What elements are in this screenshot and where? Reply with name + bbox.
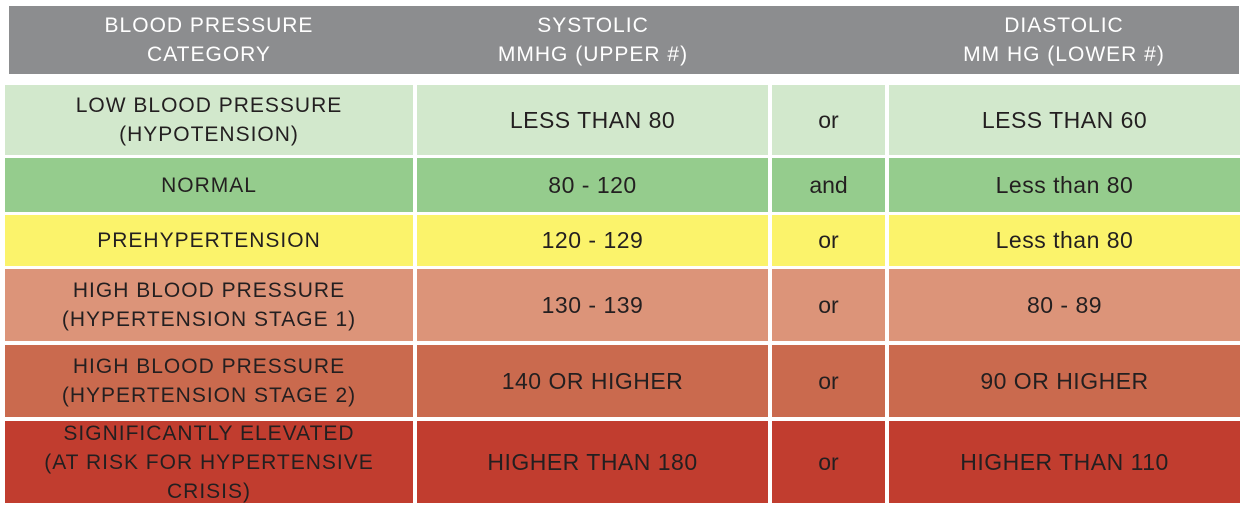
table-row: NORMAL 80 - 120 and Less than 80 [0,158,1249,212]
category-cell: SIGNIFICANTLY ELEVATED (AT RISK FOR HYPE… [5,421,413,503]
category-cell: PREHYPERTENSION [5,215,413,266]
header-diastolic: DIASTOLIC MM HG (LOWER #) [963,14,1165,66]
diastolic-cell: Less than 80 [889,215,1240,266]
conjunction-cell: or [772,269,885,341]
diastolic-cell: Less than 80 [889,158,1240,212]
systolic-cell: 130 - 139 [417,269,768,341]
diastolic-cell: HIGHER THAN 110 [889,421,1240,503]
header-conjunction [772,6,885,74]
diastolic-cell: 80 - 89 [889,269,1240,341]
table-header: BLOOD PRESSURE CATEGORY SYSTOLIC MMHG (U… [9,6,1239,74]
category-cell: NORMAL [5,158,413,212]
category-cell: HIGH BLOOD PRESSURE (HYPERTENSION STAGE … [5,269,413,341]
conjunction-cell: or [772,85,885,155]
diastolic-cell: 90 OR HIGHER [889,345,1240,417]
header-category: BLOOD PRESSURE CATEGORY [104,14,314,66]
systolic-cell: 120 - 129 [417,215,768,266]
conjunction-cell: or [772,421,885,503]
table-row: PREHYPERTENSION 120 - 129 or Less than 80 [0,215,1249,266]
table-row: LOW BLOOD PRESSURE (HYPOTENSION) LESS THA… [0,85,1249,155]
diastolic-cell: LESS THAN 60 [889,85,1240,155]
table-row: HIGH BLOOD PRESSURE (HYPERTENSION STAGE … [0,269,1249,341]
conjunction-cell: and [772,158,885,212]
conjunction-cell: or [772,215,885,266]
category-cell: LOW BLOOD PRESSURE (HYPOTENSION) [5,85,413,155]
conjunction-cell: or [772,345,885,417]
systolic-cell: 140 OR HIGHER [417,345,768,417]
table-row: HIGH BLOOD PRESSURE (HYPERTENSION STAGE … [0,345,1249,417]
systolic-cell: HIGHER THAN 180 [417,421,768,503]
table-row: SIGNIFICANTLY ELEVATED (AT RISK FOR HYPE… [0,421,1249,503]
category-cell: HIGH BLOOD PRESSURE (HYPERTENSION STAGE … [5,345,413,417]
systolic-cell: LESS THAN 80 [417,85,768,155]
systolic-cell: 80 - 120 [417,158,768,212]
header-systolic: SYSTOLIC MMHG (UPPER #) [497,14,689,66]
